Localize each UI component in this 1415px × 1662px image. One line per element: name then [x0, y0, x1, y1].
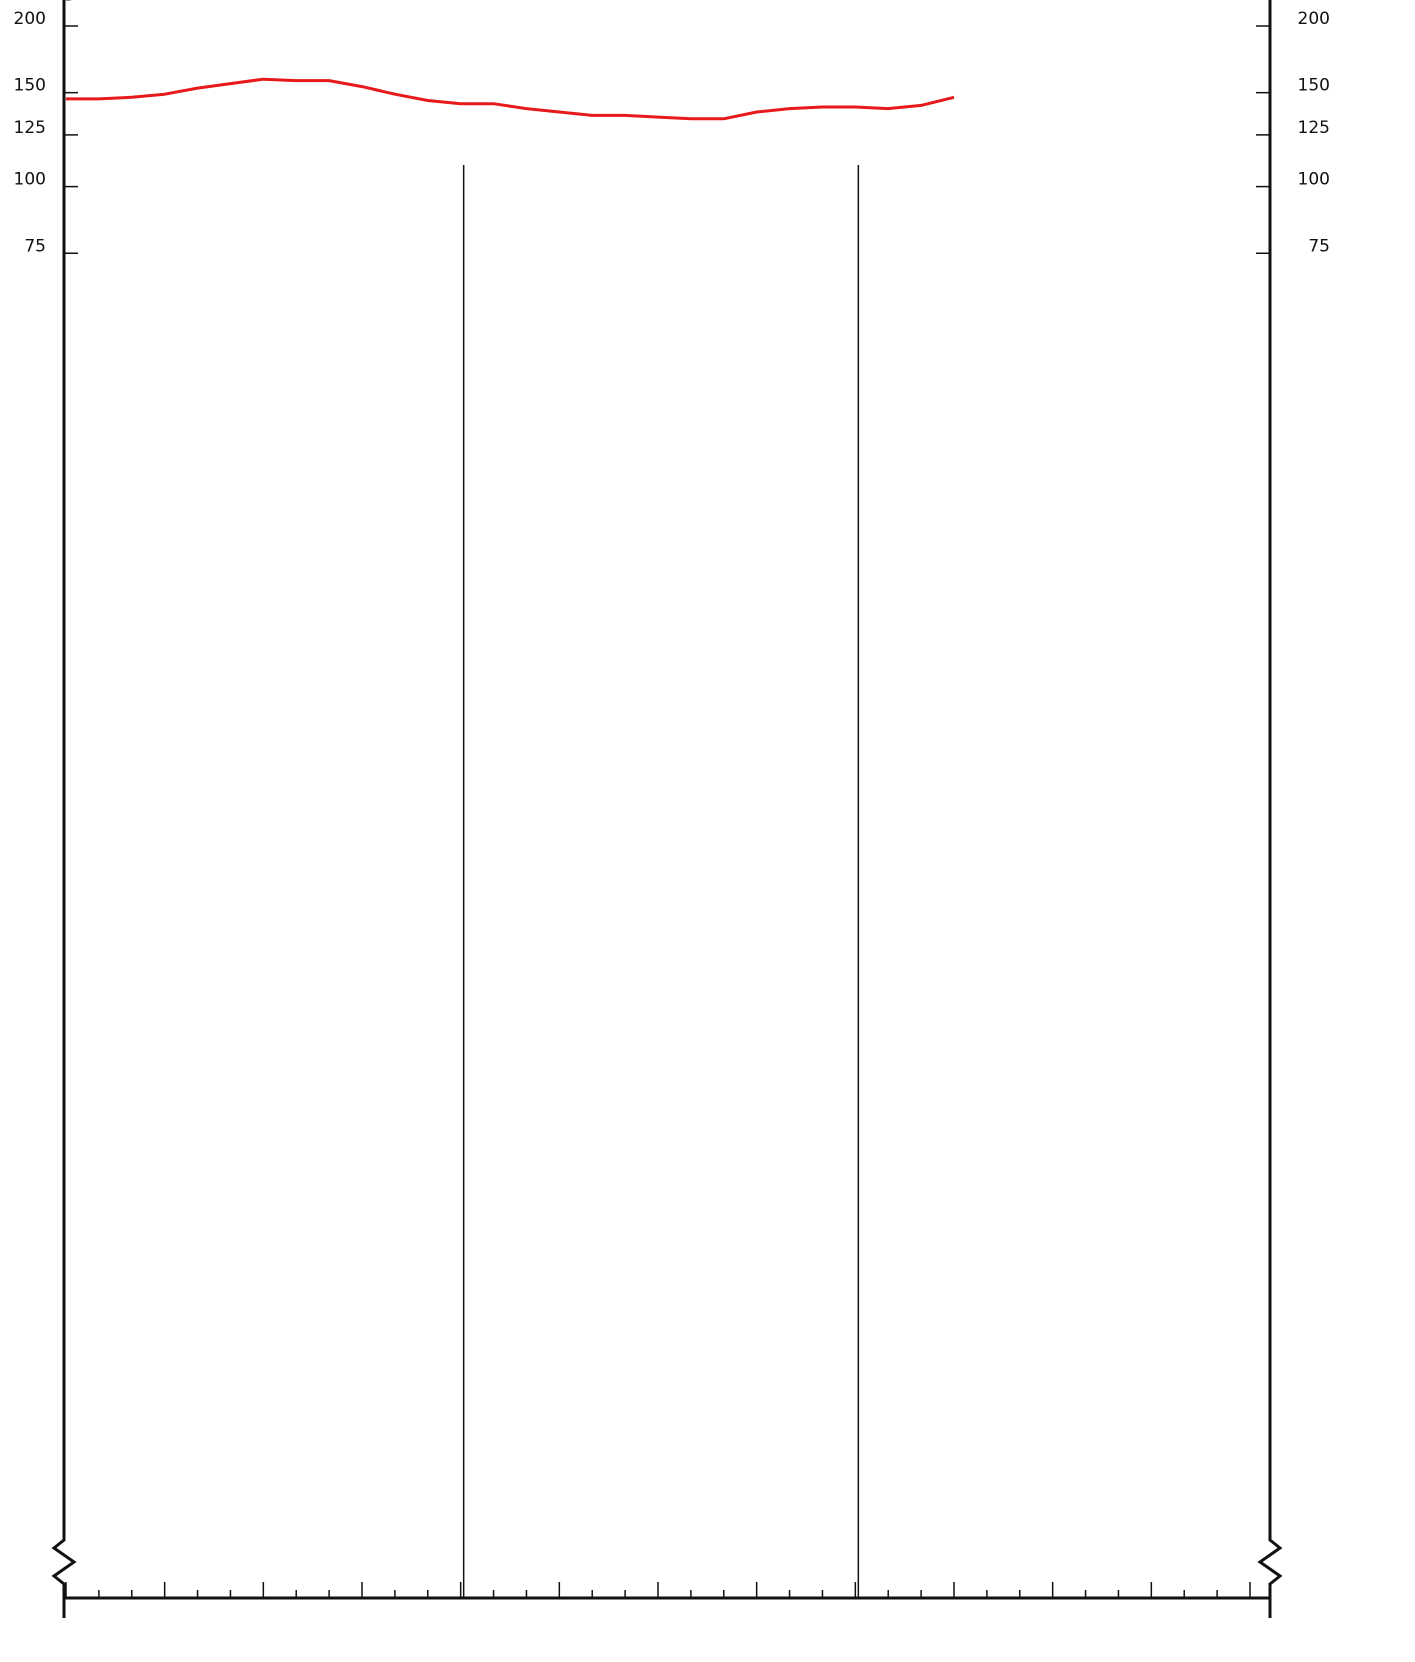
series-line-4: [66, 77, 955, 121]
y-tick-label-right: 150: [1298, 76, 1330, 96]
y-tick-label-left: 125: [14, 118, 46, 138]
x-ticks: [65, 1582, 1251, 1598]
y-tick-label-left: 200: [14, 9, 46, 29]
y-tick-label-right: 75: [1308, 236, 1330, 256]
y-tick-label-right: 125: [1298, 118, 1330, 138]
y-ticks: 7575100100125125150150200200250250300300…: [14, 9, 1330, 256]
y-tick-label-left: 100: [14, 170, 46, 190]
y-tick-label-left: 150: [14, 76, 46, 96]
left-y-axis: [51, 0, 77, 1618]
vertical-markers: [462, 165, 860, 1598]
axes: [51, 0, 1283, 1618]
y-tick-label-right: 200: [1298, 9, 1330, 29]
series-group: [66, 0, 955, 121]
right-y-axis: [1257, 0, 1283, 1618]
y-tick-label-left: 75: [24, 236, 46, 256]
y-tick-label-right: 100: [1298, 170, 1330, 190]
